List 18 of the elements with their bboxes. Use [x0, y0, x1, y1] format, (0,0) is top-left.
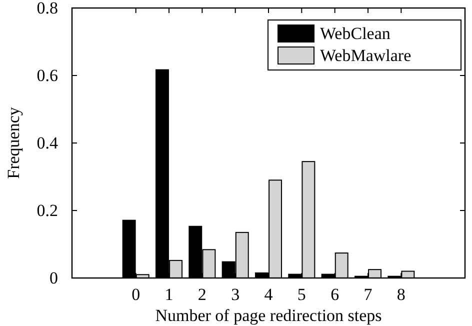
x-tick-label: 5 — [297, 285, 306, 304]
y-tick-label: 0 — [50, 268, 58, 288]
y-tick-label: 0.2 — [36, 200, 58, 220]
y-tick-label: 0.4 — [36, 133, 58, 152]
x-axis-title: Number of page redirection steps — [155, 306, 382, 325]
x-tick-label: 8 — [396, 285, 406, 304]
x-tick-label: 7 — [364, 285, 373, 304]
x-tick-label: 1 — [164, 285, 174, 304]
x-tick-label: 2 — [198, 285, 206, 304]
legend-label: WebClean — [320, 24, 391, 43]
y-axis-title: Frequency — [4, 106, 23, 179]
x-tick-label: 4 — [264, 285, 274, 304]
x-tick-label: 0 — [132, 285, 140, 304]
y-tick-label: 0.6 — [36, 66, 58, 85]
y-tick-label: 0.8 — [36, 0, 58, 18]
legend-label: WebMawlare — [320, 46, 412, 65]
x-tick-label: 6 — [330, 285, 340, 304]
x-tick-label: 3 — [231, 285, 240, 304]
